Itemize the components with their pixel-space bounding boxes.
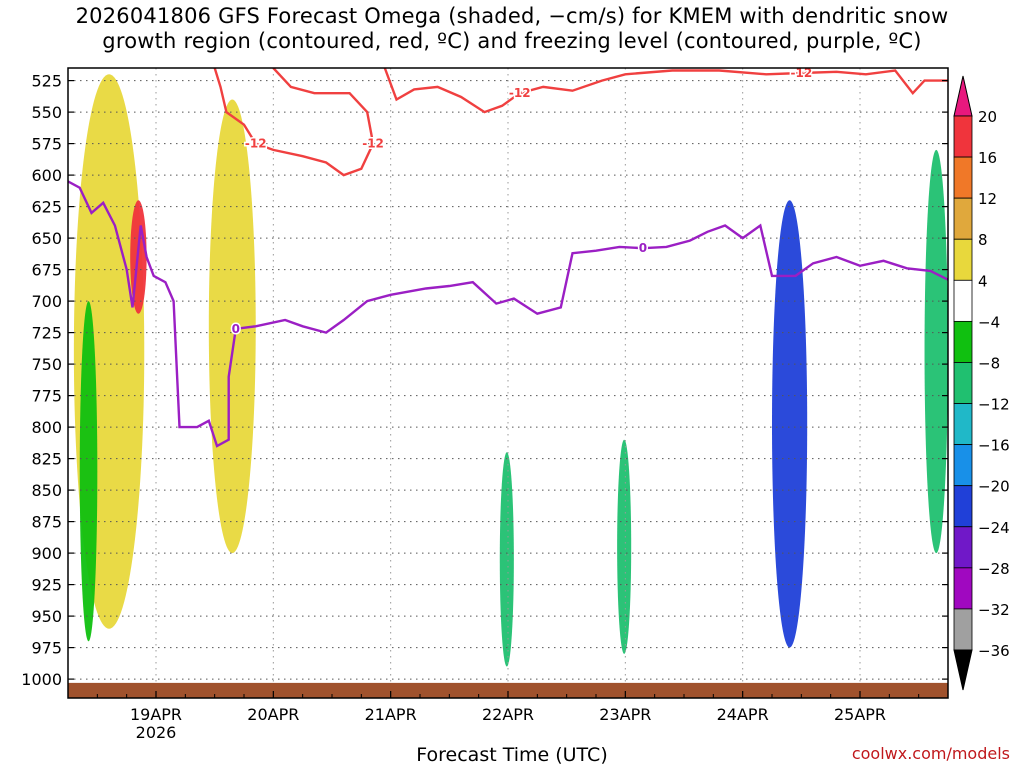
y-tick-label-17: 950 [31, 607, 62, 626]
y-tick-label-9: 750 [31, 355, 62, 374]
colorbar-label-12: −32 [978, 601, 1010, 619]
colorbar: 20 16 12 8 4 −4 −8 −12 −16 −20 −24 −28 −32 −36 [953, 75, 1010, 691]
x-tick-label-3: 22APR [482, 705, 534, 724]
contour-label-2-0: -12 [509, 86, 531, 100]
chart-title: 2026041806 GFS Forecast Omega (shaded, −… [75, 4, 949, 53]
colorbar-segment-8 [953, 444, 973, 487]
colorbar-top-triangle [953, 75, 973, 117]
colorbar-label-9: −20 [978, 478, 1010, 496]
y-axis-pressure: 525 550 575 600 625 650 675 700 725 750 775 800 825 8… [21, 72, 948, 689]
colorbar-label-3: 8 [978, 231, 988, 249]
y-tick-label-15: 900 [31, 544, 62, 563]
y-tick-label-2: 575 [31, 135, 62, 154]
omega-feature-5 [617, 439, 632, 654]
y-tick-label-7: 700 [31, 292, 62, 311]
x-tick-label-4: 23APR [599, 705, 651, 724]
x-tick-label-5: 24APR [717, 705, 769, 724]
y-tick-label-18: 975 [31, 639, 62, 658]
y-tick-label-6: 675 [31, 261, 62, 280]
x-tick-label-6: 25APR [834, 705, 886, 724]
colorbar-label-1: 16 [978, 149, 997, 167]
x-axis-label: Forecast Time (UTC) [416, 744, 608, 766]
colorbar-label-5: −4 [978, 313, 1000, 331]
contour-line-1 [213, 68, 375, 177]
y-tick-label-19: 1000 [21, 670, 62, 689]
y-tick-label-8: 725 [31, 324, 62, 343]
contour-label-1-1: -12 [245, 137, 267, 151]
omega-feature-7 [924, 149, 948, 554]
colorbar-segment-3 [953, 238, 973, 281]
y-tick-label-14: 875 [31, 513, 62, 532]
y-tick-label-10: 775 [31, 387, 62, 406]
colorbar-label-0: 20 [978, 108, 997, 126]
omega-feature-4 [499, 452, 514, 667]
colorbar-segment-12 [953, 608, 973, 651]
contour-line-0 [68, 180, 948, 448]
colorbar-segment-5 [953, 320, 973, 363]
contour-label-2-1: -12 [790, 66, 812, 80]
colorbar-label-10: −24 [978, 519, 1010, 537]
y-tick-label-3: 600 [31, 166, 62, 185]
x-axis-time: 19APR 20APR 21APR 22APR 23APR 24APR 25APR 2026 [96, 691, 920, 742]
y-tick-label-16: 925 [31, 576, 62, 595]
contour-label-1-0: -12 [362, 137, 384, 151]
colorbar-label-7: −12 [978, 396, 1010, 414]
colorbar-segment-9 [953, 485, 973, 528]
y-tick-label-12: 825 [31, 450, 62, 469]
colorbar-label-4: 4 [978, 272, 988, 290]
omega-feature-2 [79, 301, 98, 642]
ground-surface-layer [68, 682, 948, 698]
colorbar-label-6: −8 [978, 354, 1000, 372]
colorbar-label-8: −16 [978, 437, 1010, 455]
x-tick-label-1: 20APR [247, 705, 299, 724]
colorbar-label-11: −28 [978, 560, 1010, 578]
contour-line-2 [383, 68, 948, 114]
colorbar-segment-1 [953, 156, 973, 199]
credit-link[interactable]: coolwx.com/models [851, 744, 1010, 763]
omega-feature-6 [772, 200, 808, 648]
colorbar-segment-11 [953, 567, 973, 610]
colorbar-segment-2 [953, 197, 973, 240]
colorbar-segment-0 [953, 115, 973, 158]
x-tick-label-2: 21APR [365, 705, 417, 724]
x-tick-year: 2026 [136, 723, 177, 742]
y-tick-label-1: 550 [31, 103, 62, 122]
colorbar-label-2: 12 [978, 190, 997, 208]
y-tick-label-13: 850 [31, 481, 62, 500]
y-tick-label-5: 650 [31, 229, 62, 248]
colorbar-label-13: −36 [978, 642, 1010, 660]
omega-feature-3 [208, 99, 256, 554]
grid-lines [68, 68, 948, 698]
omega-shading-layer [73, 74, 948, 667]
ground-fill [68, 682, 948, 698]
y-tick-label-11: 800 [31, 418, 62, 437]
colorbar-segment-7 [953, 403, 973, 446]
colorbar-segment-6 [953, 362, 973, 404]
contour-layer: 0 0 -12 -12 -12 -12 [68, 66, 948, 448]
contour-label-0-1: 0 [639, 241, 647, 255]
y-tick-label-0: 525 [31, 72, 62, 91]
x-tick-label-0: 19APR [130, 705, 182, 724]
colorbar-segment-4 [953, 279, 973, 322]
contour-label-0-0: 0 [232, 322, 240, 336]
colorbar-bottom-triangle [953, 649, 973, 691]
colorbar-segment-10 [953, 526, 973, 569]
y-tick-label-4: 625 [31, 198, 62, 217]
